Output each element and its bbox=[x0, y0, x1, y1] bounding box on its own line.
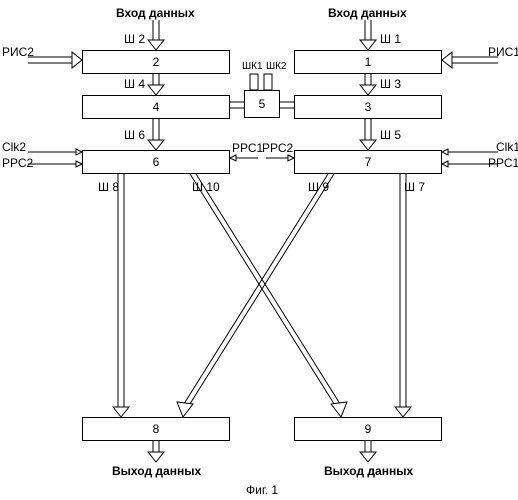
input-label-left: Вход данных bbox=[116, 6, 195, 20]
label-shk2: ШК2 bbox=[266, 61, 287, 72]
block-6-label: 6 bbox=[153, 155, 160, 169]
block-3-label: 3 bbox=[365, 100, 372, 114]
block-1: 1 bbox=[294, 50, 442, 74]
label-ris2: РИС2 bbox=[2, 45, 34, 59]
label-pps2-mid: РРС2 bbox=[262, 141, 293, 155]
label-sh10: Ш 10 bbox=[192, 180, 220, 194]
block-9: 9 bbox=[294, 417, 442, 441]
label-sh1: Ш 1 bbox=[380, 32, 401, 46]
arrow-1-3 bbox=[360, 74, 376, 95]
label-clk1: Clk1 bbox=[496, 140, 518, 154]
block-3: 3 bbox=[294, 95, 442, 119]
figure-caption: Фиг. 1 bbox=[246, 483, 278, 497]
arrow-clk1 bbox=[442, 149, 498, 155]
block-2-label: 2 bbox=[153, 55, 160, 69]
arrow-input-right bbox=[360, 20, 376, 50]
arrow-clk2 bbox=[28, 149, 82, 155]
arrow-6-9 bbox=[190, 174, 347, 417]
block-7-label: 7 bbox=[365, 155, 372, 169]
block-2: 2 bbox=[82, 50, 230, 74]
block-4-label: 4 bbox=[153, 100, 160, 114]
block-6: 6 bbox=[82, 150, 230, 174]
output-label-right: Выход данных bbox=[324, 464, 413, 478]
label-sh4: Ш 4 bbox=[124, 77, 145, 91]
arrow-pps2-left bbox=[28, 161, 82, 167]
label-sh9: Ш 9 bbox=[308, 180, 329, 194]
label-sh6: Ш 6 bbox=[124, 128, 145, 142]
block-1-label: 1 bbox=[365, 55, 372, 69]
arrow-9-out bbox=[360, 441, 376, 462]
arrow-pps1-to6 bbox=[230, 155, 258, 161]
label-pps1-r: РРС1 bbox=[488, 156, 518, 170]
block-4: 4 bbox=[82, 95, 230, 119]
label-sh3: Ш 3 bbox=[380, 77, 401, 91]
label-sh5: Ш 5 bbox=[380, 128, 401, 142]
label-pps2-l: РРС2 bbox=[2, 156, 33, 170]
output-label-left: Выход данных bbox=[112, 464, 201, 478]
arrow-6-8 bbox=[113, 174, 129, 417]
label-ris1: РИС1 bbox=[488, 45, 518, 59]
arrow-pps2-to7 bbox=[266, 155, 294, 161]
label-sh2: Ш 2 bbox=[124, 32, 145, 46]
arrow-input-left bbox=[148, 20, 164, 50]
label-sh8: Ш 8 bbox=[98, 180, 119, 194]
shk2-stub bbox=[264, 74, 272, 90]
arrow-2-4 bbox=[148, 74, 164, 95]
arrow-ris2 bbox=[28, 52, 82, 68]
link-4-5 bbox=[230, 102, 244, 108]
label-pps1-mid: РРС1 bbox=[232, 141, 263, 155]
block-9-label: 9 bbox=[365, 422, 372, 436]
block-8-label: 8 bbox=[153, 422, 160, 436]
link-5-3 bbox=[280, 102, 294, 108]
block-5: 5 bbox=[244, 90, 280, 118]
label-sh7: Ш 7 bbox=[404, 180, 425, 194]
arrow-7-9 bbox=[395, 174, 411, 417]
block-8: 8 bbox=[82, 417, 230, 441]
arrow-8-out bbox=[148, 441, 164, 462]
input-label-right: Вход данных bbox=[328, 6, 407, 20]
block-7: 7 bbox=[294, 150, 442, 174]
block-5-label: 5 bbox=[259, 97, 266, 111]
arrow-4-6 bbox=[148, 119, 164, 150]
label-shk1: ШК1 bbox=[242, 61, 263, 72]
arrow-3-7 bbox=[360, 119, 376, 150]
arrow-7-8 bbox=[177, 174, 334, 417]
shk1-stub bbox=[250, 74, 258, 90]
label-clk2: Clk2 bbox=[2, 140, 26, 154]
